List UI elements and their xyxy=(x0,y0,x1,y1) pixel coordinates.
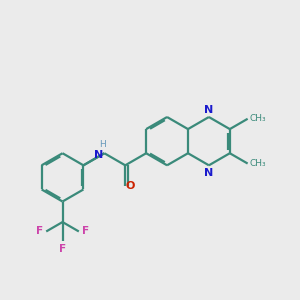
Text: F: F xyxy=(82,226,89,236)
Text: N: N xyxy=(94,150,104,160)
Text: H: H xyxy=(100,140,106,149)
Text: F: F xyxy=(36,226,43,236)
Text: O: O xyxy=(126,181,135,191)
Text: F: F xyxy=(59,244,66,254)
Text: N: N xyxy=(204,105,214,115)
Text: N: N xyxy=(204,168,214,178)
Text: CH₃: CH₃ xyxy=(249,114,266,123)
Text: CH₃: CH₃ xyxy=(249,159,266,168)
